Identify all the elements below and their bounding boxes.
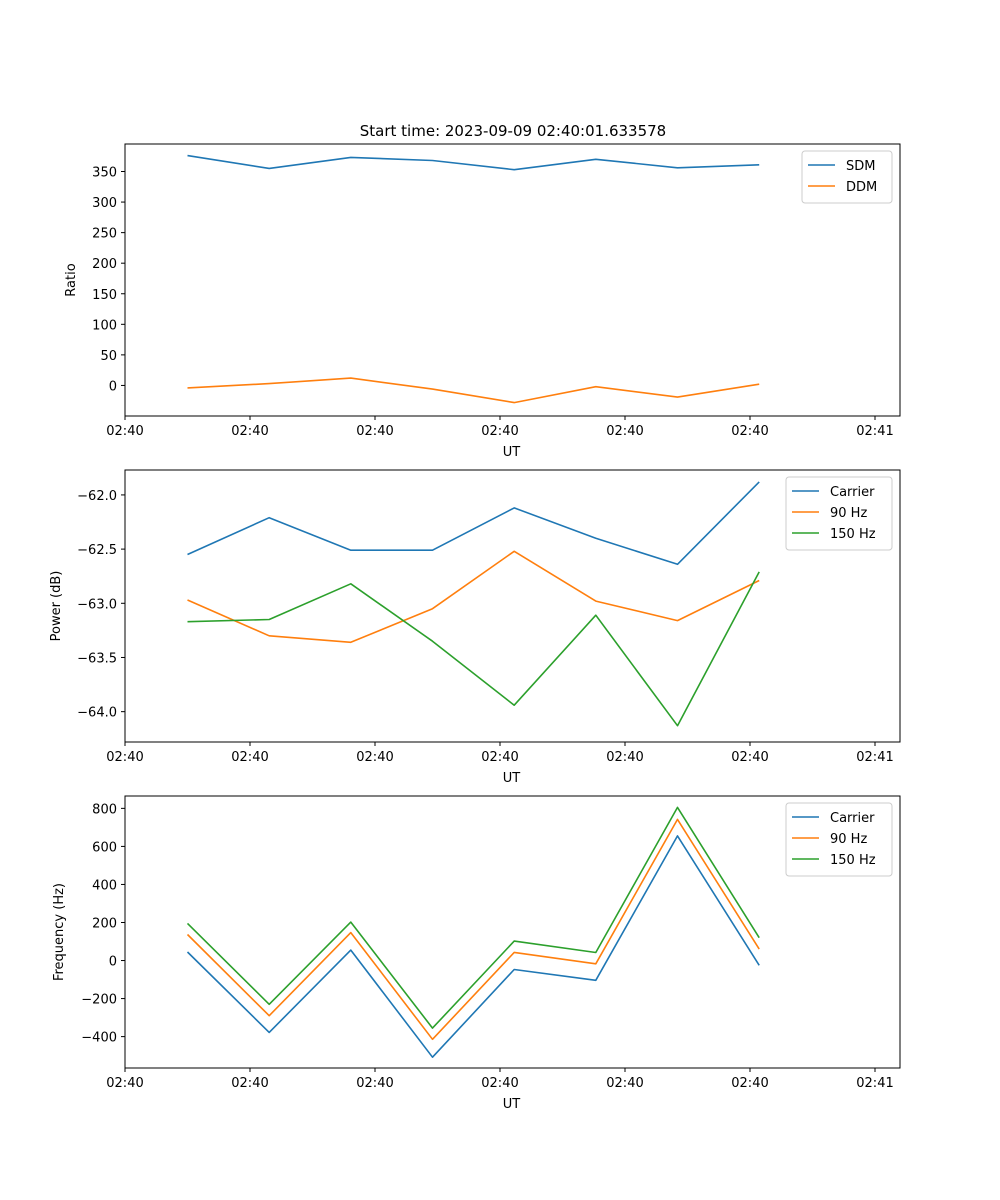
axes-frame [124, 143, 901, 417]
y-tick-label: 50 [100, 349, 117, 364]
x-tick-label: 02:40 [731, 750, 768, 765]
legend-box [785, 802, 893, 877]
y-tick-label: −400 [81, 1031, 117, 1046]
x-tick-label: 02:40 [356, 750, 393, 765]
x-tick-label: 02:40 [481, 424, 518, 439]
x-tick-label: 02:40 [356, 1076, 393, 1091]
y-tick-label: 200 [92, 916, 117, 931]
x-tick-label: 02:41 [856, 424, 893, 439]
y-tick-label: 800 [92, 802, 117, 817]
y-tick-label: 0 [109, 379, 117, 394]
x-axis-label: UT [503, 1097, 521, 1112]
legend-label: 150 Hz [830, 527, 876, 542]
series-line-90-hz [187, 550, 760, 644]
legend-label: 90 Hz [830, 832, 867, 847]
series-line-carrier [187, 481, 760, 566]
series-line-sdm [187, 154, 760, 171]
y-tick-label: 250 [92, 227, 117, 242]
y-tick-label: −62.5 [77, 543, 117, 558]
x-tick-label: 02:41 [856, 750, 893, 765]
subplot-2: 02:40 02:40 02:40 02:40 02:40 02:40 02:41 −64.0… [49, 469, 901, 786]
figure-title: Start time: 2023-09-09 02:40:01.633578 [360, 122, 666, 140]
y-tick-label: −62.0 [77, 489, 117, 504]
x-tick-label: 02:40 [231, 424, 268, 439]
x-tick-label: 02:40 [606, 750, 643, 765]
legend-box [801, 150, 893, 204]
y-tick-label: 200 [92, 257, 117, 272]
legend: Carrier 90 Hz 150 Hz [785, 802, 893, 877]
x-tick-label: 02:40 [106, 1076, 143, 1091]
y-tick-label: 0 [109, 955, 117, 970]
x-tick-label: 02:40 [106, 750, 143, 765]
y-axis-label: Ratio [64, 263, 79, 296]
series-line-150-hz [186, 806, 760, 1029]
x-tick-label: 02:40 [231, 1076, 268, 1091]
x-tick-label: 02:40 [356, 424, 393, 439]
axes-frame [124, 469, 901, 743]
x-tick-label: 02:40 [231, 750, 268, 765]
x-tick-label: 02:40 [106, 424, 143, 439]
y-tick-label: −64.0 [77, 706, 117, 721]
series-line-ddm [187, 377, 760, 404]
x-tick-label: 02:40 [481, 1076, 518, 1091]
subplots: 02:40 02:40 02:40 02:40 02:40 02:40 02:41 0 50 10… [49, 143, 901, 1112]
x-axis-label: UT [503, 771, 521, 786]
subplot-1: 02:40 02:40 02:40 02:40 02:40 02:40 02:41 0 50 10… [64, 143, 901, 460]
y-tick-label: −200 [81, 993, 117, 1008]
y-tick-label: 300 [92, 196, 117, 211]
x-tick-label: 02:40 [481, 750, 518, 765]
x-tick-label: 02:40 [606, 424, 643, 439]
legend: Carrier 90 Hz 150 Hz [785, 476, 893, 551]
y-axis-label: Power (dB) [49, 571, 64, 642]
legend-label: SDM [846, 159, 875, 174]
x-tick-label: 02:40 [731, 424, 768, 439]
y-tick-label: −63.5 [77, 651, 117, 666]
y-tick-label: 350 [92, 166, 117, 181]
subplot-3: 02:40 02:40 02:40 02:40 02:40 02:40 02:41 −400 −… [52, 795, 901, 1112]
legend-label: DDM [846, 180, 877, 195]
legend-label: 150 Hz [830, 853, 876, 868]
y-tick-label: 150 [92, 288, 117, 303]
legend-label: 90 Hz [830, 506, 867, 521]
axes-frame [124, 795, 901, 1069]
legend: SDM DDM [801, 150, 893, 204]
y-axis-label: Frequency (Hz) [52, 883, 67, 981]
x-tick-label: 02:41 [856, 1076, 893, 1091]
y-tick-label: 100 [92, 318, 117, 333]
x-axis-label: UT [503, 445, 521, 460]
series-line-90-hz [186, 818, 760, 1041]
y-tick-label: −63.0 [77, 597, 117, 612]
series-line-carrier [186, 835, 760, 1058]
legend-box [785, 476, 893, 551]
y-tick-label: 600 [92, 840, 117, 855]
legend-label: Carrier [830, 811, 875, 826]
y-tick-label: 400 [92, 878, 117, 893]
legend-label: Carrier [830, 485, 875, 500]
series-line-150-hz [187, 571, 760, 727]
x-tick-label: 02:40 [606, 1076, 643, 1091]
x-tick-label: 02:40 [731, 1076, 768, 1091]
